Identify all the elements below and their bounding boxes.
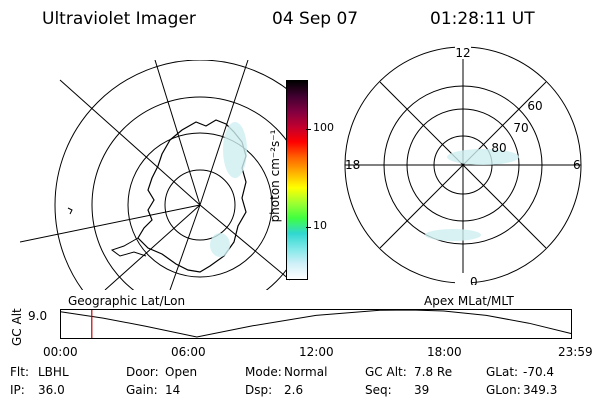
param-value: -70.4	[523, 365, 555, 379]
time-axis-tick-label: 23:59	[558, 345, 593, 359]
meridian	[59, 79, 201, 206]
lat-ring	[164, 169, 236, 241]
meridian	[169, 204, 201, 290]
instrument-title: Ultraviolet Imager	[42, 9, 196, 29]
altitude-timeline	[60, 309, 572, 339]
lat-label-60: 60	[527, 99, 542, 113]
meridian	[199, 60, 249, 206]
param-label: GC Alt:	[365, 365, 407, 379]
island-coast	[67, 207, 73, 215]
param-label: Gain:	[126, 383, 158, 397]
param-label: Flt:	[10, 365, 29, 379]
antarctica-coastline	[137, 119, 247, 273]
colorbar	[286, 80, 308, 280]
observation-time: 01:28:11 UT	[430, 9, 535, 29]
param-value: Open	[165, 365, 198, 379]
lat-label-70: 70	[513, 121, 528, 135]
param-value: 2.6	[284, 383, 304, 397]
colorbar-unit-label: photon cm⁻²s⁻¹	[268, 129, 282, 223]
param-value: 14	[165, 383, 181, 397]
mlt-label-0: 0	[470, 275, 478, 285]
param-value: 349.3	[523, 383, 558, 397]
param-label: IP:	[10, 383, 25, 397]
altitude-axis-label: GC Alt	[10, 308, 24, 346]
param-value: Normal	[284, 365, 328, 379]
meridian	[104, 204, 201, 290]
lat-ring	[91, 96, 290, 290]
param-label: Seq:	[365, 383, 392, 397]
mlt-diagonal	[379, 81, 547, 249]
mlt-label-6: 6	[573, 158, 581, 172]
param-value: 7.8 Re	[414, 365, 453, 379]
param-label: Door:	[126, 365, 159, 379]
colorbar-tick-label: 100	[313, 121, 334, 135]
meridian	[199, 204, 290, 281]
peninsula-coast	[110, 237, 147, 257]
param-label: GLat:	[486, 365, 519, 379]
param-value: LBHL	[38, 365, 69, 379]
aurora-emission	[425, 149, 519, 241]
mlt-label-18: 18	[345, 158, 360, 172]
colorbar-tick	[306, 226, 311, 228]
aurora-emission	[210, 122, 247, 257]
mlt-label-12: 12	[455, 46, 470, 60]
colorbar-tick	[306, 129, 311, 131]
time-axis-tick-label: 18:00	[427, 345, 462, 359]
param-label: Mode:	[245, 365, 282, 379]
lat-ring	[54, 60, 290, 290]
altitude-ytick: 9.0	[28, 309, 48, 323]
param-label: Dsp:	[245, 383, 273, 397]
param-value: 36.0	[38, 383, 65, 397]
time-axis-tick-label: 12:00	[299, 345, 334, 359]
time-axis-tick-label: 00:00	[43, 345, 78, 359]
meridian	[20, 204, 201, 243]
lat-label-80: 80	[491, 141, 506, 155]
time-axis-tick-label: 06:00	[171, 345, 206, 359]
apex-magnetic-polar-plot: 12 0 18 6 60 70 80	[344, 45, 582, 285]
colorbar-tick-label: 10	[313, 218, 327, 232]
geographic-map	[20, 60, 290, 290]
apex-map-label: Apex MLat/MLT	[424, 294, 514, 308]
altitude-curve	[60, 309, 572, 338]
param-value: 39	[414, 383, 430, 397]
meridian	[154, 60, 201, 206]
param-label: GLon:	[486, 383, 521, 397]
lat-ring	[127, 132, 273, 278]
geographic-map-label: Geographic Lat/Lon	[68, 294, 186, 308]
observation-date: 04 Sep 07	[272, 9, 359, 29]
